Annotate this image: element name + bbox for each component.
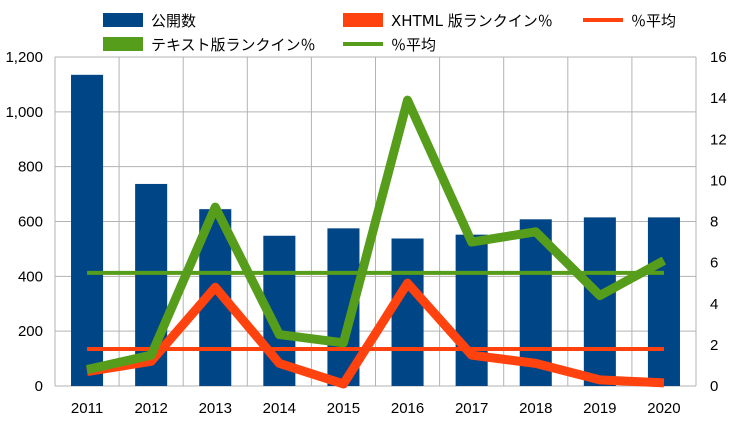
legend-swatch-text: [103, 37, 143, 51]
category-label: 2012: [134, 400, 167, 417]
right-tick-label: 6: [710, 255, 718, 272]
bar: [455, 234, 488, 386]
axes: 0 200 400 600 800 1,000 1,200 0 2 4 6 8 10 12 14 16 2011…: [5, 49, 726, 417]
right-tick-label: 14: [710, 90, 727, 107]
left-tick-label: 0: [35, 378, 43, 395]
left-tick-label: 400: [18, 268, 43, 285]
right-tick-label: 2: [710, 337, 718, 354]
legend-swatch-bar: [103, 13, 143, 27]
legend: 公開数 XHTML 版ランクイン％ ％平均 テキスト版ランクイン％ ％平均: [103, 12, 676, 54]
category-label: 2013: [199, 400, 232, 417]
legend-label-xhtml-avg: ％平均: [631, 12, 676, 30]
bar: [647, 217, 680, 386]
left-tick-label: 800: [18, 159, 43, 176]
bar: [71, 74, 104, 386]
series-line: [86, 278, 665, 389]
left-tick-label: 1,000: [5, 104, 43, 121]
category-label: 2018: [519, 400, 552, 417]
bar: [583, 217, 616, 386]
left-tick-label: 600: [18, 214, 43, 231]
right-tick-label: 0: [710, 378, 718, 395]
series-line: [86, 95, 667, 374]
category-label: 2014: [263, 400, 296, 417]
category-label: 2016: [391, 400, 424, 417]
category-label: 2011: [71, 400, 103, 417]
left-tick-label: 200: [18, 323, 43, 340]
category-label: 2015: [327, 400, 360, 417]
category-label: 2019: [583, 400, 616, 417]
right-tick-label: 12: [710, 131, 727, 148]
legend-swatch-xhtml: [343, 13, 383, 27]
line-series: [86, 95, 667, 389]
legend-label-bar: 公開数: [151, 12, 196, 30]
legend-label-text-avg: ％平均: [391, 36, 436, 54]
legend-swatch-text-avg: [343, 42, 383, 46]
right-tick-label: 8: [710, 214, 718, 231]
left-tick-label: 1,200: [5, 49, 43, 66]
right-tick-label: 16: [710, 49, 727, 66]
category-label: 2017: [455, 400, 488, 417]
legend-swatch-xhtml-avg: [583, 18, 623, 22]
category-label: 2020: [647, 400, 680, 417]
right-tick-label: 10: [710, 172, 727, 189]
bar: [391, 238, 424, 386]
legend-label-text: テキスト版ランクイン％: [151, 36, 316, 54]
right-tick-label: 4: [710, 296, 718, 313]
legend-label-xhtml: XHTML 版ランクイン％: [391, 12, 553, 30]
